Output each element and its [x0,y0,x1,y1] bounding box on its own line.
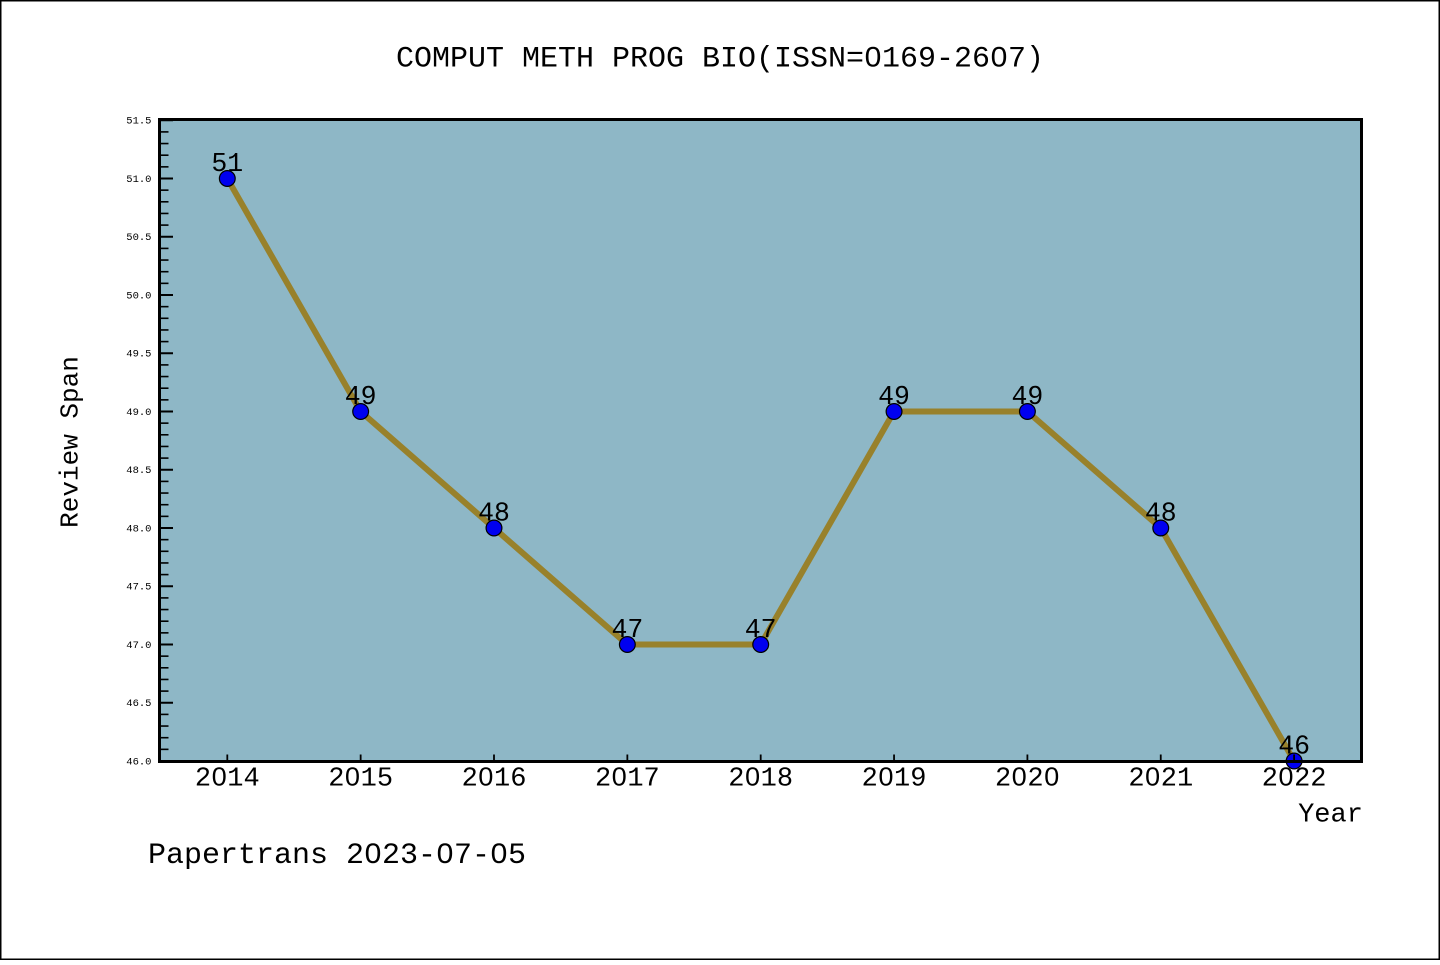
svg-text:Year: Year [1298,801,1363,831]
svg-text:48.0: 48.0 [126,523,151,535]
svg-text:2021: 2021 [1128,765,1193,795]
svg-text:2022: 2022 [1262,765,1327,795]
svg-text:50.0: 50.0 [126,290,151,302]
svg-text:Review Span: Review Span [56,356,86,528]
svg-text:48: 48 [478,499,510,529]
svg-text:Papertrans 2023-07-05: Papertrans 2023-07-05 [148,839,526,873]
svg-text:2017: 2017 [595,765,660,795]
svg-text:48: 48 [1145,499,1177,529]
svg-text:2015: 2015 [328,765,393,795]
svg-text:50.5: 50.5 [126,232,151,244]
svg-text:2018: 2018 [728,765,793,795]
svg-text:2014: 2014 [195,765,260,795]
svg-text:51: 51 [211,149,243,179]
svg-text:49: 49 [345,382,377,412]
svg-text:49.5: 49.5 [126,349,151,361]
svg-text:47: 47 [611,615,643,645]
svg-text:49: 49 [1011,382,1043,412]
svg-text:51.0: 51.0 [126,174,151,186]
svg-text:46: 46 [1278,732,1310,762]
svg-text:47.5: 47.5 [126,582,151,594]
svg-text:47: 47 [745,615,777,645]
svg-text:COMPUT METH PROG BIO(ISSN=0169: COMPUT METH PROG BIO(ISSN=0169-2607) [396,42,1044,76]
svg-text:49.0: 49.0 [126,407,151,419]
svg-text:51.5: 51.5 [126,116,151,128]
svg-text:48.5: 48.5 [126,465,151,477]
svg-text:46.5: 46.5 [126,698,151,710]
svg-text:2016: 2016 [462,765,527,795]
svg-text:47.0: 47.0 [126,640,151,652]
svg-text:2019: 2019 [862,765,927,795]
svg-text:49: 49 [878,382,910,412]
svg-text:46.0: 46.0 [126,756,151,768]
